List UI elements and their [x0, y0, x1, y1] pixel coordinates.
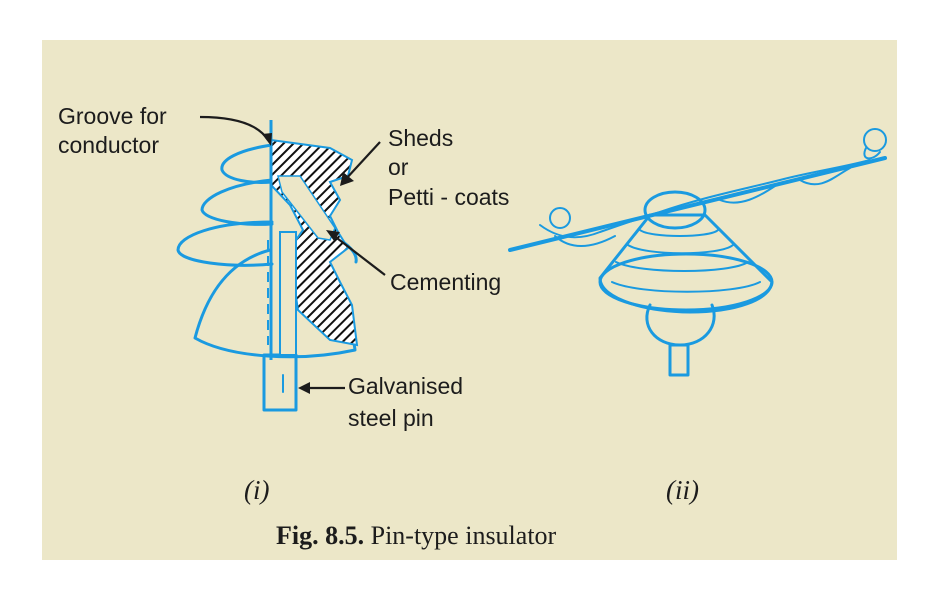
binding-wire-turns [554, 167, 851, 248]
label-arrows [199, 115, 386, 394]
subfigure-label-ii: (ii) [666, 475, 699, 505]
wire-end-right-tail [863, 147, 881, 160]
pin-stub [668, 343, 690, 377]
wire-end-left [549, 207, 571, 229]
insulator-section-drawing [176, 120, 359, 412]
sheds-arrowhead [340, 172, 354, 186]
cementing-arrow [332, 234, 386, 276]
subfigure-label-i: (i) [244, 475, 269, 505]
pin-label-line1: Galvanised [348, 373, 463, 399]
middle-shed [200, 178, 274, 226]
figure-caption: Fig. 8.5. Pin-type insulator [276, 521, 557, 550]
cone-ring-1 [639, 229, 719, 237]
sheds-label-line3: Petti - coats [388, 184, 509, 210]
pin-label-line2: steel pin [348, 405, 434, 431]
caption-number: Fig. 8.5. [276, 521, 364, 550]
lower-shed [176, 220, 274, 267]
cement-layer [277, 175, 336, 241]
conductor [508, 156, 887, 252]
caption-text: Pin-type insulator [364, 521, 556, 550]
groove-arrowhead [262, 133, 272, 146]
binding-wire [539, 159, 871, 239]
cementing-label: Cementing [390, 269, 501, 295]
insulator-external-drawing [508, 128, 887, 377]
steel-pin [262, 353, 298, 412]
wire-end-right [863, 128, 887, 152]
groove-arrow [199, 115, 269, 141]
cone-ring-2 [627, 244, 734, 255]
cone-ring-4 [611, 281, 761, 293]
cementing-arrowhead [326, 230, 340, 241]
sheds-label-line2: or [388, 154, 409, 180]
groove-label-line2: conductor [58, 132, 159, 158]
sheds-arrow [344, 141, 381, 181]
top-knob [643, 190, 707, 230]
top-shed [220, 143, 274, 184]
pin-shaft [279, 231, 297, 356]
groove-label-line1: Groove for [58, 103, 167, 129]
pin-arrowhead [298, 382, 310, 394]
sheds-label-line1: Sheds [388, 125, 453, 151]
cone-ring-3 [615, 261, 749, 272]
